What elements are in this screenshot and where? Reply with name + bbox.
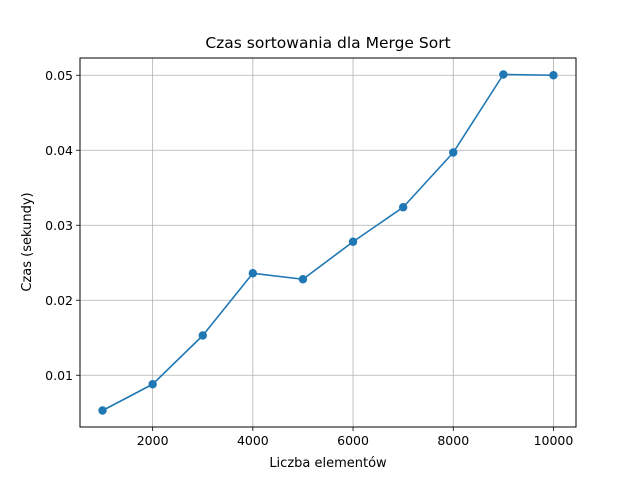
x-tick-label: 10000 — [534, 433, 574, 448]
data-point — [148, 380, 157, 389]
data-point — [198, 331, 207, 340]
x-tick-label: 6000 — [337, 433, 369, 448]
y-tick-label: 0.04 — [45, 143, 73, 158]
y-tick-label: 0.02 — [45, 293, 73, 308]
data-point — [549, 71, 558, 80]
data-point — [298, 275, 308, 284]
y-tick-label: 0.03 — [45, 218, 73, 233]
ticks: 2000 4000 6000 8000 10000 0.01 0.02 0.03 0.04 0.0… — [45, 68, 573, 448]
series-group — [98, 70, 558, 415]
grid — [80, 58, 576, 427]
data-point — [449, 148, 458, 157]
plot-frame — [79, 57, 577, 428]
data-point — [499, 70, 508, 79]
x-tick-label: 4000 — [237, 433, 269, 448]
data-point — [98, 406, 107, 415]
data-point — [398, 203, 408, 212]
y-axis-label: Czas (sekundy) — [20, 192, 35, 291]
chart-title: Czas sortowania dla Merge Sort — [205, 34, 450, 52]
data-point — [348, 237, 358, 246]
x-tick-label: 2000 — [137, 433, 169, 448]
y-tick-label: 0.01 — [45, 368, 73, 383]
x-axis-label: Liczba elementów — [269, 456, 387, 471]
y-tick-label: 0.05 — [45, 68, 73, 83]
x-tick-label: 8000 — [437, 433, 469, 448]
series-line — [102, 73, 554, 412]
data-point — [248, 269, 258, 278]
